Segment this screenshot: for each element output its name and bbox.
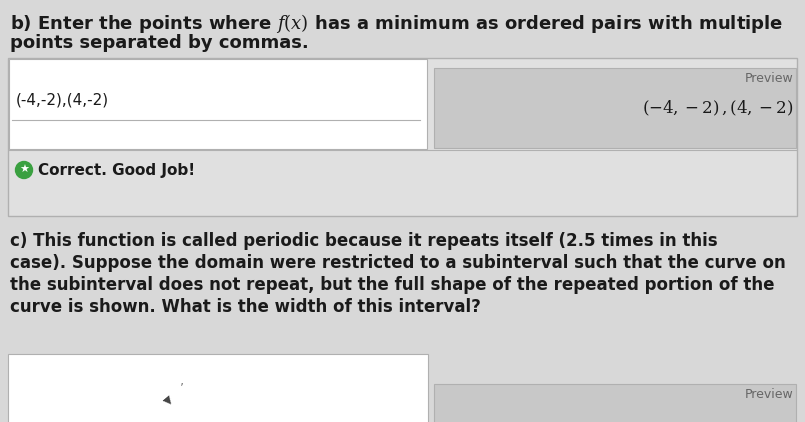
Text: the subinterval does not repeat, but the full shape of the repeated portion of t: the subinterval does not repeat, but the…: [10, 276, 774, 294]
Text: c) This function is called periodic because it repeats itself (2.5 times in this: c) This function is called periodic beca…: [10, 232, 717, 250]
Text: Preview: Preview: [745, 72, 793, 85]
Text: ★: ★: [19, 165, 29, 175]
Text: ’: ’: [180, 381, 184, 395]
Text: $(-4, -2)\,,(4, -2)$: $(-4, -2)\,,(4, -2)$: [642, 98, 793, 118]
FancyBboxPatch shape: [434, 384, 796, 422]
Text: ▶: ▶: [162, 394, 175, 406]
FancyBboxPatch shape: [8, 354, 428, 422]
Text: (-4,-2),(4,-2): (-4,-2),(4,-2): [16, 92, 109, 108]
Text: case). Suppose the domain were restricted to a subinterval such that the curve o: case). Suppose the domain were restricte…: [10, 254, 786, 272]
FancyBboxPatch shape: [9, 59, 427, 149]
Circle shape: [15, 162, 32, 179]
Text: points separated by commas.: points separated by commas.: [10, 34, 309, 52]
Text: curve is shown. What is the width of this interval?: curve is shown. What is the width of thi…: [10, 298, 481, 316]
FancyBboxPatch shape: [8, 58, 797, 216]
Text: b) Enter the points where $f(x)$ has a minimum as ordered pairs with multiple: b) Enter the points where $f(x)$ has a m…: [10, 12, 783, 35]
FancyBboxPatch shape: [434, 68, 796, 148]
Text: Preview: Preview: [745, 388, 793, 401]
Text: Correct. Good Job!: Correct. Good Job!: [38, 162, 195, 178]
